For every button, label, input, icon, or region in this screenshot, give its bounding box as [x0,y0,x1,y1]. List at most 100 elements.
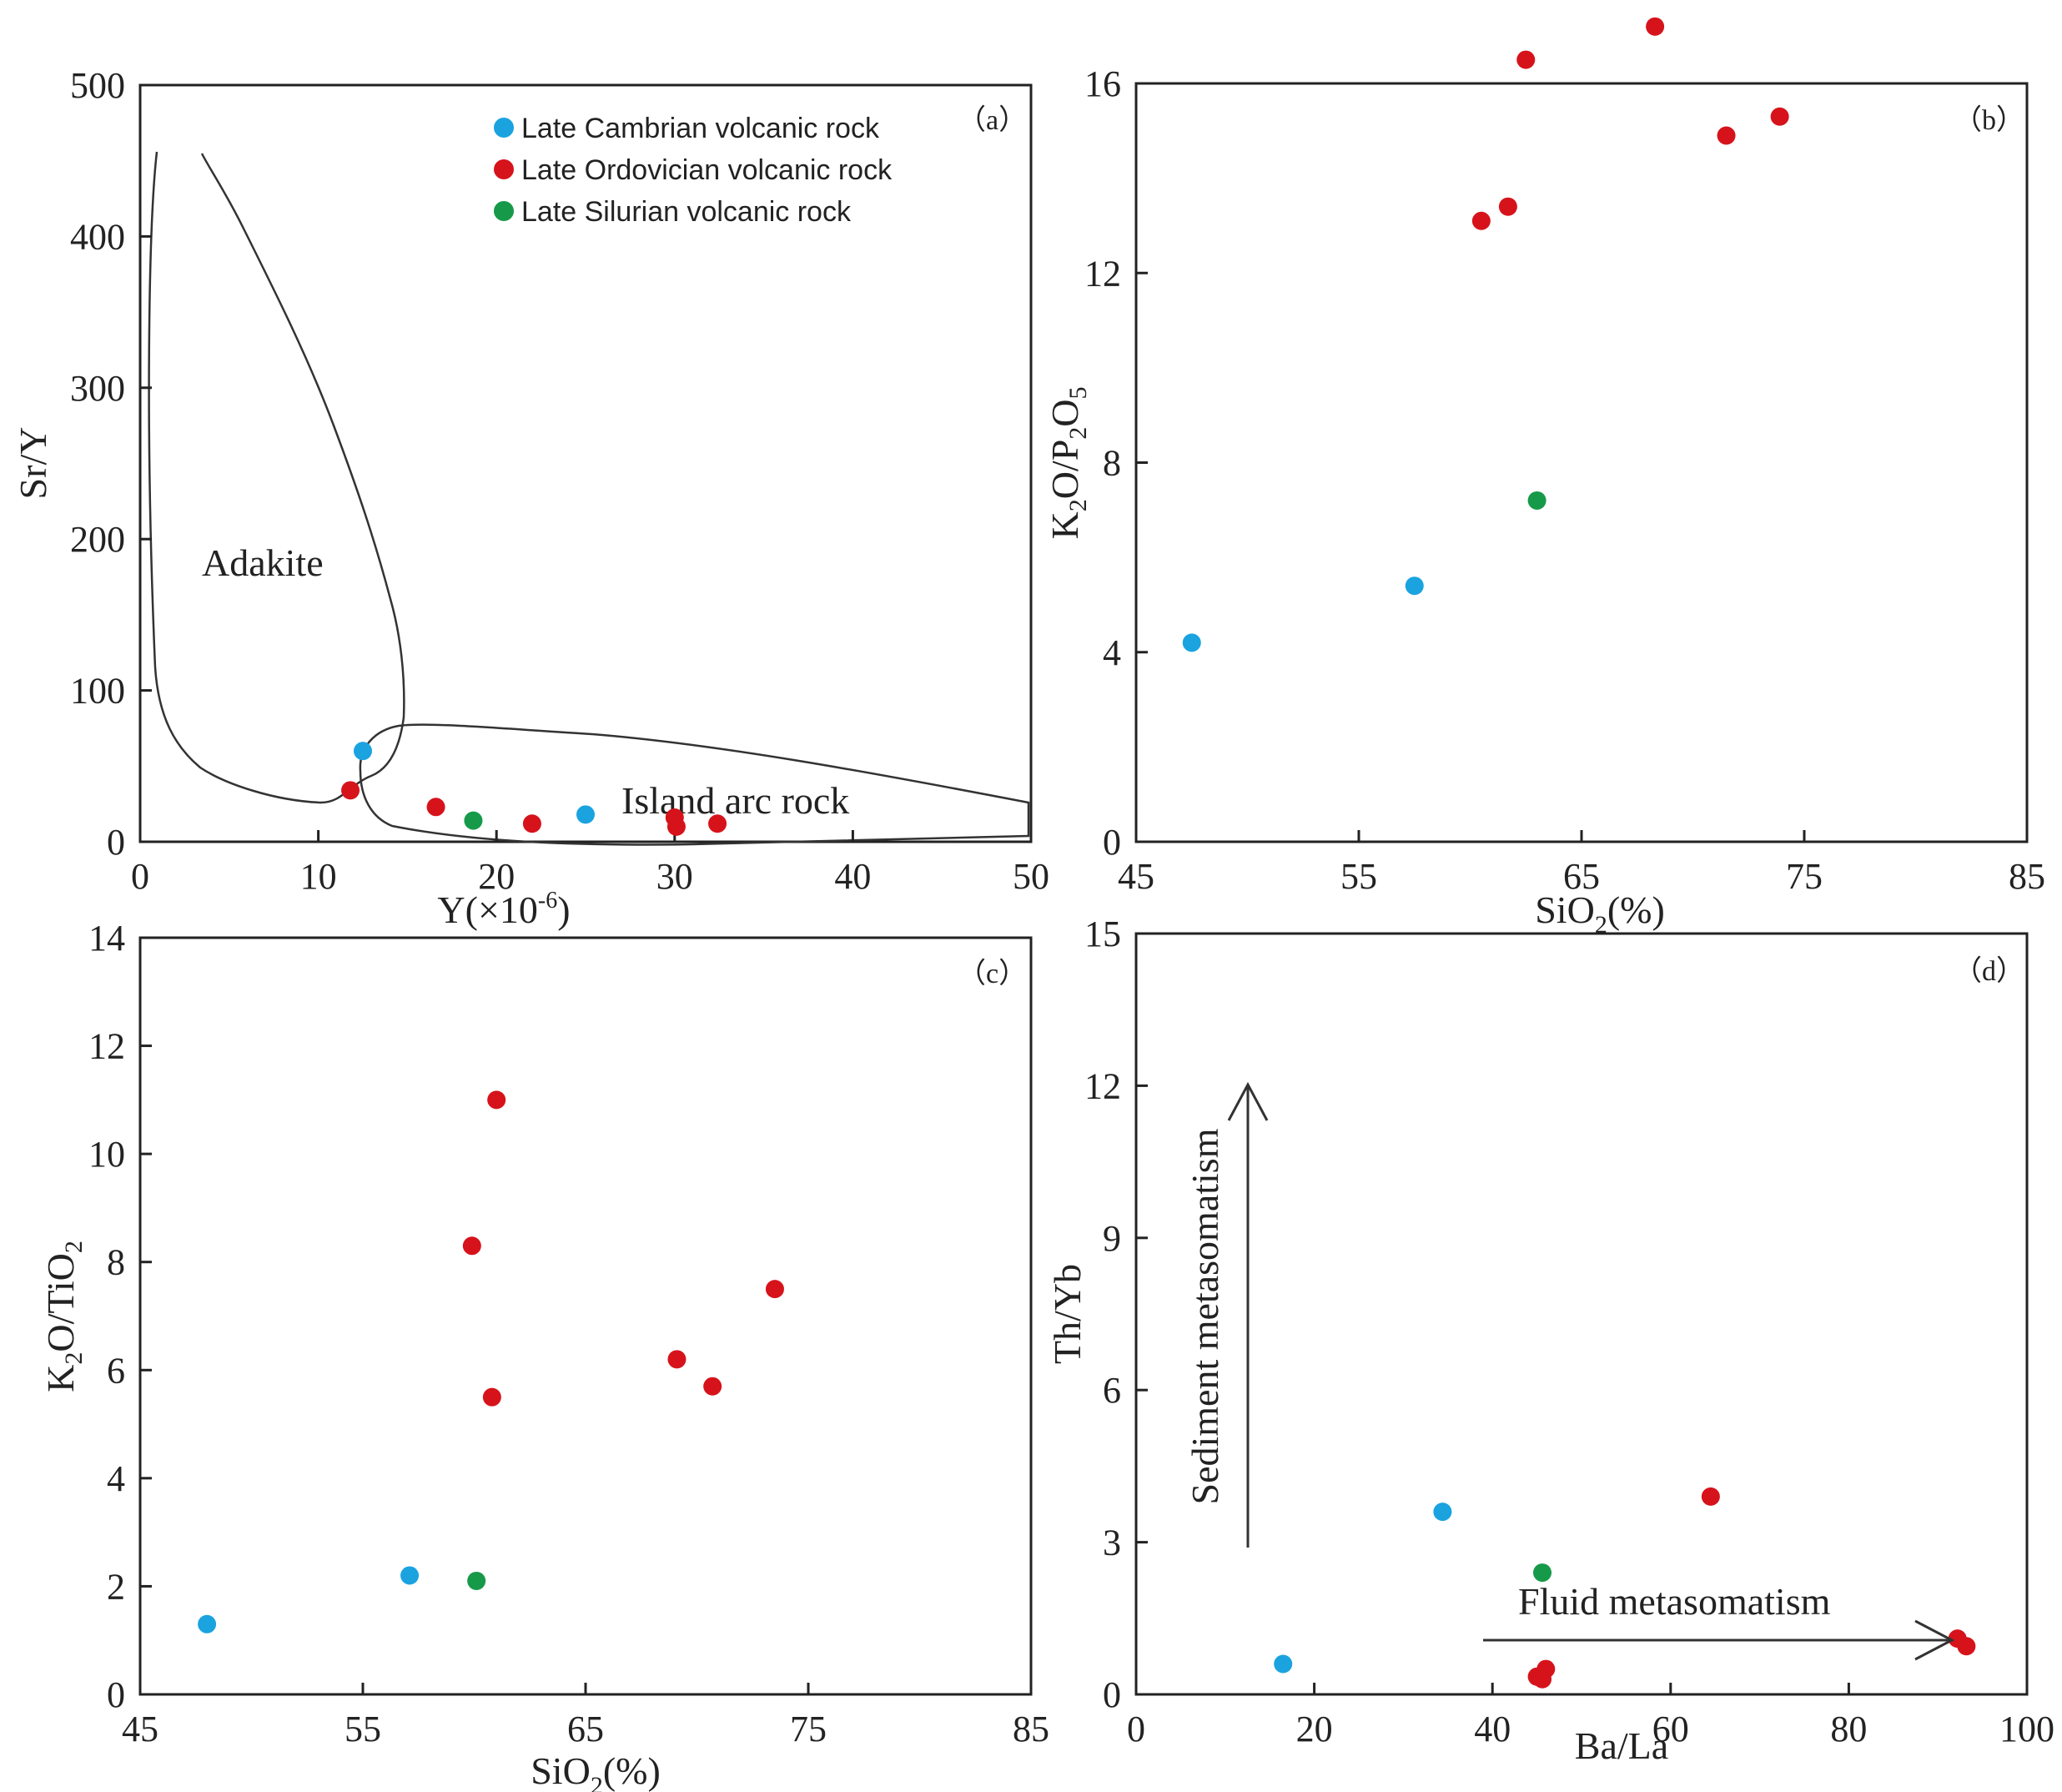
a-y-tick-label: 100 [70,671,125,712]
panel-a: Adakite Island arc rock 0 10 20 30 40 5001002… [12,65,1049,931]
d-x-tick-label: 80 [1830,1709,1867,1749]
d-panel-label: （d） [1954,955,2024,987]
c-x-tick-label: 65 [567,1709,604,1749]
d-y-tick-label: 12 [1084,1065,1121,1106]
c-point-ordovician [765,1280,784,1299]
a-y-axis-label: Sr/Y [12,427,54,500]
b-y-axis-label-sub3: 5 [1064,386,1092,399]
d-y-axis-label: Th/Yb [1046,1264,1089,1364]
b-y-axis-label-o: O/P [1044,440,1086,500]
c-ticks: 45 55 65 75 85 0 2 4 6 8 10 12 14 [88,918,1049,1749]
c-x-axis-label-base: SiO [531,1749,591,1792]
c-point-cambrian [198,1614,217,1633]
island-arc-region [359,723,1030,846]
a-y-tick-label: 500 [70,65,125,106]
c-x-tick-label: 45 [122,1709,158,1749]
c-y-axis-label-k: K [39,1365,82,1392]
panel-d: 0 20 40 60 80 100 0 3 6 9 12 15 Th/Yb Ba/La （d） Sed… [1046,914,2054,1767]
d-x-tick-label: 100 [1999,1709,2054,1749]
b-y-axis-label-sub1: 2 [1064,499,1092,511]
a-point-ordovician [522,814,541,833]
legend-label-cambrian: Late Cambrian volcanic rock [521,113,880,144]
plot-frame-d [1134,932,2029,1696]
b-y-tick-label: 12 [1084,253,1121,294]
a-x-tick-label: 40 [834,856,871,897]
b-y-tick-label: 16 [1084,63,1121,104]
c-point-cambrian [400,1566,420,1585]
legend-label-silurian: Late Silurian volcanic rock [521,196,852,228]
a-point-silurian [464,811,483,830]
c-point-ordovician [487,1090,506,1110]
b-point-ordovician [1498,197,1517,216]
a-x-tick-label: 10 [300,856,337,897]
c-point-ordovician [667,1350,686,1369]
d-point-cambrian [1274,1654,1293,1674]
b-y-axis-label: K2O/P2O5 [1044,386,1092,539]
a-x-tick-label: 30 [656,856,693,897]
d-points [1274,1487,1976,1689]
d-point-ordovician [1536,1659,1556,1679]
b-y-tick-label: 0 [1103,822,1121,863]
b-x-tick-label: 55 [1340,856,1377,897]
a-point-ordovician [666,817,686,836]
a-point-cambrian [576,805,595,824]
sediment-arrow-head [1227,1081,1269,1121]
d-x-tick-label: 20 [1296,1709,1333,1749]
a-points [341,742,727,836]
b-x-axis-label-sub: 2 [1595,911,1607,939]
c-y-axis-label: K2O/TiO2 [39,1241,88,1392]
b-point-silurian [1527,491,1546,510]
b-x-axis-label-suffix: (%) [1607,888,1665,931]
b-y-axis-label-sub2: 2 [1064,427,1092,440]
legend-marker-cambrian [494,118,514,138]
a-y-tick-label: 400 [70,216,125,257]
d-x-axis-label: Ba/La [1575,1724,1668,1767]
b-points [1182,17,1789,652]
a-point-ordovician [341,781,360,800]
c-x-tick-label: 55 [345,1709,381,1749]
c-y-axis-label-rest: O/TiO [39,1253,82,1352]
c-points [198,1090,784,1633]
c-x-axis-label-suffix: (%) [603,1749,661,1792]
a-point-ordovician [426,798,445,817]
b-x-tick-label: 45 [1118,856,1154,897]
b-y-axis-label-o2: O [1044,399,1086,426]
c-point-silurian [467,1571,486,1590]
a-x-tick-label: 0 [131,856,149,897]
c-point-ordovician [703,1377,722,1396]
a-x-tick-label: 50 [1013,856,1049,897]
c-y-tick-label: 14 [88,918,125,959]
c-y-tick-label: 10 [88,1134,125,1175]
plot-frame-a [138,83,1033,843]
d-point-ordovician [1701,1487,1720,1506]
c-x-axis-label-sub: 2 [591,1772,603,1792]
c-x-axis-label: SiO2(%) [531,1749,661,1792]
b-x-tick-label: 75 [1786,856,1823,897]
c-x-tick-label: 75 [790,1709,827,1749]
a-y-tick-label: 300 [70,368,125,409]
b-y-tick-label: 8 [1103,443,1121,484]
b-x-axis-label-base: SiO [1535,888,1595,931]
c-y-tick-label: 2 [107,1566,125,1607]
c-y-tick-label: 4 [107,1458,125,1499]
d-y-tick-label: 3 [1103,1523,1121,1563]
b-point-ordovician [1770,107,1789,126]
c-y-tick-label: 0 [107,1674,125,1715]
fluid-arrow-head [1914,1619,1955,1661]
plot-frame-b [1134,82,2029,843]
b-point-ordovician [1717,126,1736,145]
c-y-axis-label-sub2: 2 [60,1241,88,1253]
d-x-tick-label: 40 [1474,1709,1511,1749]
fluid-metasomatism-label: Fluid metasomatism [1518,1580,1831,1623]
d-y-tick-label: 6 [1103,1370,1121,1411]
b-point-ordovician [1471,211,1491,230]
c-y-tick-label: 6 [107,1350,125,1391]
legend-marker-silurian [494,201,514,221]
c-y-tick-label: 12 [88,1026,125,1067]
island-arc-label: Island arc rock [621,779,849,822]
c-y-axis-label-sub1: 2 [60,1352,88,1365]
d-point-ordovician [1957,1637,1976,1656]
